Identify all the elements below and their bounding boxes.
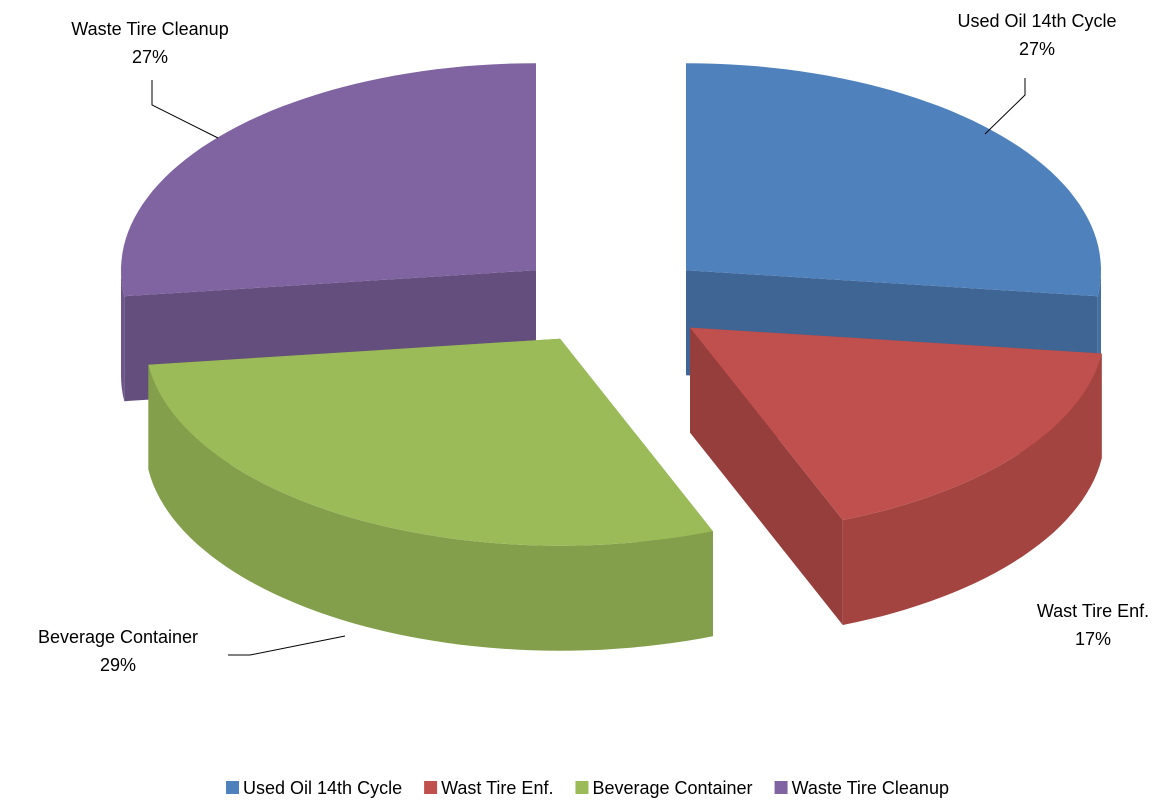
leader-line xyxy=(984,78,1026,135)
legend-label: Wast Tire Enf. xyxy=(441,778,553,798)
data-label-value: 17% xyxy=(1075,629,1111,649)
data-label-name: Used Oil 14th Cycle xyxy=(957,11,1116,31)
slice xyxy=(690,327,1102,520)
slice xyxy=(148,338,713,546)
data-label-value: 27% xyxy=(1019,39,1055,59)
slice-wall xyxy=(121,270,125,402)
slice xyxy=(121,63,536,297)
legend-swatch xyxy=(575,781,589,794)
leader-line xyxy=(228,635,346,656)
legend-label: Waste Tire Cleanup xyxy=(792,778,949,798)
legend-label: Used Oil 14th Cycle xyxy=(243,778,402,798)
data-label-name: Waste Tire Cleanup xyxy=(71,19,228,39)
legend-swatch xyxy=(424,781,438,794)
data-label-name: Wast Tire Enf. xyxy=(1037,601,1149,621)
data-label-value: 29% xyxy=(100,655,136,675)
slice-wall xyxy=(148,364,713,651)
legend-label: Beverage Container xyxy=(592,778,752,798)
slice-wall xyxy=(842,353,1102,625)
slice-side xyxy=(690,327,843,625)
legend-swatch xyxy=(226,781,240,794)
legend-swatch xyxy=(774,781,788,794)
data-labels: Used Oil 14th Cycle 27% Wast Tire Enf. 17% B… xyxy=(38,11,1149,675)
pie xyxy=(121,63,1102,651)
legend: Used Oil 14th Cycle Wast Tire Enf. Beverag… xyxy=(226,778,949,798)
data-label-name: Beverage Container xyxy=(38,627,198,647)
leader-line xyxy=(151,80,219,139)
slice xyxy=(686,63,1101,297)
data-label-value: 27% xyxy=(132,47,168,67)
